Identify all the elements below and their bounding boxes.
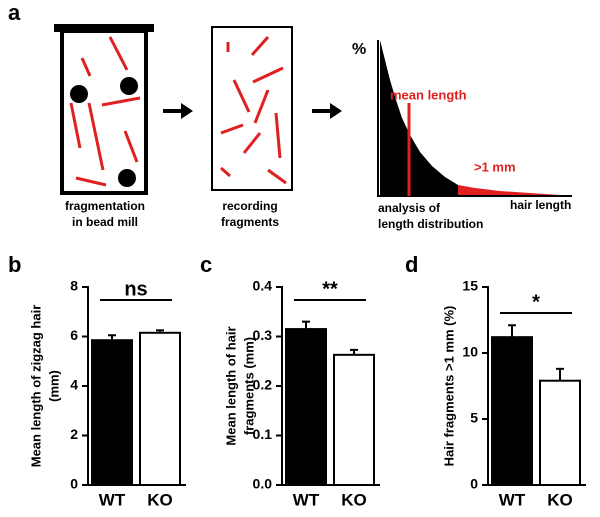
histogram-x-label: hair length xyxy=(510,198,571,212)
y-tick-label: 0.0 xyxy=(253,476,273,492)
mean-label: mean length xyxy=(390,87,467,102)
y-tick-label: 0.3 xyxy=(253,327,273,343)
y-tick-label: 0.2 xyxy=(253,377,273,393)
step-label: analysis of xyxy=(378,201,441,215)
y-tick-label: 0.1 xyxy=(253,426,273,442)
step-label: fragmentation xyxy=(65,199,145,213)
y-tick-label: 5 xyxy=(470,410,478,426)
x-tick-label: WT xyxy=(293,490,320,509)
y-tick-label: 0.4 xyxy=(253,278,273,294)
significance-label: * xyxy=(532,291,540,313)
y-axis-label: Hair fragments >1 mm (%) xyxy=(441,306,456,467)
bar xyxy=(285,328,327,487)
bar xyxy=(333,353,375,486)
tail-label: >1 mm xyxy=(474,159,516,174)
x-tick-label: KO xyxy=(147,490,173,509)
significance-label: ns xyxy=(124,278,147,300)
length-histogram xyxy=(377,40,572,197)
x-tick-label: KO xyxy=(547,490,573,509)
step-label: fragments xyxy=(221,215,279,229)
x-tick-label: KO xyxy=(341,490,367,509)
step-label: length distribution xyxy=(378,217,483,231)
y-tick-label: 0 xyxy=(470,476,478,492)
panel-label: a xyxy=(8,0,21,25)
x-tick-label: WT xyxy=(499,490,526,509)
y-tick-label: 4 xyxy=(70,377,78,393)
recording-box xyxy=(211,26,293,191)
bar xyxy=(139,331,181,486)
step-label: recording xyxy=(222,199,277,213)
bead-mill xyxy=(54,24,154,195)
y-axis-label: (mm) xyxy=(46,370,61,402)
histogram-y-label: % xyxy=(352,41,366,58)
arrows xyxy=(163,103,342,119)
step-label: in bead mill xyxy=(72,215,138,229)
y-tick-label: 15 xyxy=(462,278,478,294)
y-tick-label: 2 xyxy=(70,426,78,442)
panel-label: c xyxy=(200,252,212,277)
y-tick-label: 8 xyxy=(70,278,78,294)
y-axis-label: Mean length of hair xyxy=(223,326,238,445)
panel-label: d xyxy=(405,252,418,277)
y-tick-label: 10 xyxy=(462,344,478,360)
bar xyxy=(491,336,533,486)
y-tick-label: 0 xyxy=(70,476,78,492)
y-axis-label: Mean length of zigzag hair xyxy=(28,305,43,468)
y-tick-label: 6 xyxy=(70,327,78,343)
significance-label: ** xyxy=(322,278,338,300)
panel-label: b xyxy=(8,252,21,277)
x-tick-label: WT xyxy=(99,490,126,509)
y-axis-label: fragments (mm) xyxy=(241,337,256,435)
bar xyxy=(91,339,133,486)
bar xyxy=(539,379,581,486)
